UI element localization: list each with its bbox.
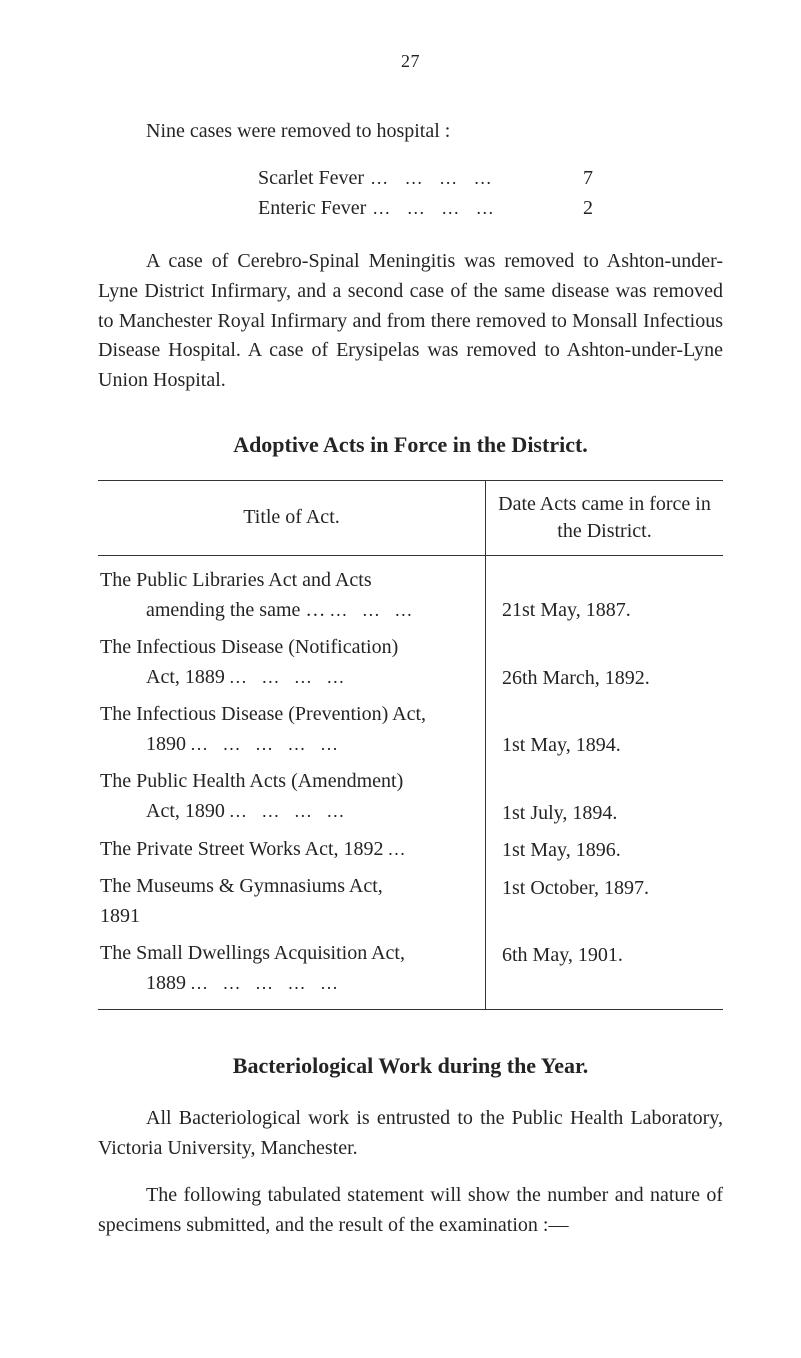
spacer xyxy=(502,566,719,596)
fever-value: 7 xyxy=(583,164,593,194)
bact-paragraph-1: All Bacteriological work is entrusted to… xyxy=(98,1104,723,1163)
act-title-line: Act, 1890 xyxy=(146,797,225,827)
act-item: The Public Health Acts (Amendment) Act, … xyxy=(100,767,471,826)
leader-dots: … … … … xyxy=(225,664,471,691)
act-item: The Public Libraries Act and Acts amendi… xyxy=(100,566,471,625)
act-item: The Museums & Gymnasiums Act, 1891 xyxy=(100,872,471,931)
spacer xyxy=(502,769,719,799)
leader-dots: … … … … xyxy=(366,195,583,222)
act-date: 1st May, 1894. xyxy=(502,731,719,761)
page: 27 Nine cases were removed to hospital :… xyxy=(0,0,801,1358)
list-item: Enteric Fever … … … … 2 xyxy=(98,194,723,224)
intro-line: Nine cases were removed to hospital : xyxy=(98,117,723,147)
acts-table: Title of Act. Date Acts came in force in… xyxy=(98,480,723,1010)
leader-dots: … … … … xyxy=(364,165,583,192)
act-title-line: The Museums & Gymnasiums Act, 1891 xyxy=(100,872,419,931)
act-title-line: amending the same … xyxy=(146,596,325,626)
act-date: 6th May, 1901. xyxy=(502,941,719,971)
bact-paragraph-2: The following tabulated statement will s… xyxy=(98,1181,723,1240)
list-item: Scarlet Fever … … … … 7 xyxy=(98,164,723,194)
act-item: The Infectious Disease (Notification) Ac… xyxy=(100,633,471,692)
page-number: 27 xyxy=(98,48,723,75)
spacer xyxy=(502,634,719,664)
act-date: 1st October, 1897. xyxy=(502,874,719,904)
fever-label: Scarlet Fever xyxy=(258,164,364,194)
narrative-paragraph: A case of Cerebro-Spinal Meningitis was … xyxy=(98,247,723,395)
act-title-line: The Public Libraries Act and Acts xyxy=(100,566,471,596)
table-header-row: Title of Act. Date Acts came in force in… xyxy=(98,480,723,555)
act-title-line: The Infectious Disease (Prevention) Act, xyxy=(100,700,471,730)
fever-list: Scarlet Fever … … … … 7 Enteric Fever … … xyxy=(98,164,723,223)
act-title-line: The Infectious Disease (Notification) xyxy=(100,633,471,663)
act-title-line: 1890 xyxy=(146,730,186,760)
header-title: Title of Act. xyxy=(98,480,486,555)
spacer xyxy=(502,911,719,941)
act-item: The Private Street Works Act, 1892 … xyxy=(100,835,471,865)
leader-dots: … … … … … xyxy=(186,970,471,997)
leader-dots: … … … xyxy=(325,597,471,624)
header-date: Date Acts came in force in the District. xyxy=(486,480,724,555)
table-body-row: The Public Libraries Act and Acts amendi… xyxy=(98,555,723,1009)
act-item: The Small Dwellings Acquisition Act, 188… xyxy=(100,939,471,998)
spacer xyxy=(502,701,719,731)
leader-dots: … … … … xyxy=(225,798,471,825)
fever-label: Enteric Fever xyxy=(258,194,366,224)
act-date: 26th March, 1892. xyxy=(502,664,719,694)
act-title-line: The Private Street Works Act, 1892 xyxy=(100,835,384,865)
dates-cell: 21st May, 1887. 26th March, 1892. 1st Ma… xyxy=(486,555,724,1009)
act-date: 1st July, 1894. xyxy=(502,799,719,829)
fever-value: 2 xyxy=(583,194,593,224)
leader-dots: … xyxy=(384,836,471,863)
adoptive-heading: Adoptive Acts in Force in the District. xyxy=(98,429,723,462)
act-date: 1st May, 1896. xyxy=(502,836,719,866)
acts-cell: The Public Libraries Act and Acts amendi… xyxy=(98,555,486,1009)
act-title-line: The Public Health Acts (Amendment) xyxy=(100,767,471,797)
act-item: The Infectious Disease (Prevention) Act,… xyxy=(100,700,471,759)
act-title-line: 1889 xyxy=(146,969,186,999)
act-title-line: Act, 1889 xyxy=(146,663,225,693)
act-date: 21st May, 1887. xyxy=(502,596,719,626)
bacteriological-heading: Bacteriological Work during the Year. xyxy=(98,1050,723,1083)
act-title-line: The Small Dwellings Acquisition Act, xyxy=(100,939,471,969)
leader-dots: … … … … … xyxy=(186,731,471,758)
